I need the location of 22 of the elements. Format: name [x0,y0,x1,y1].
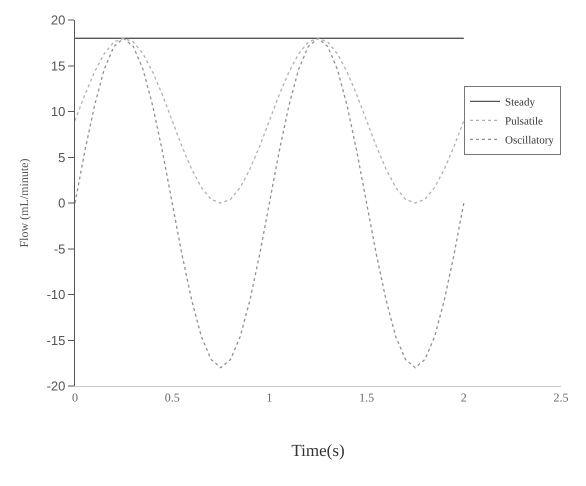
legend-label: Steady [505,96,536,109]
x-tick-label: 1 [266,390,272,404]
x-tick-label: 2.5 [554,390,568,404]
y-tick-label: -15 [46,332,66,348]
legend-label: Pulsatile [505,116,544,128]
y-tick-label: -5 [54,241,66,256]
y-axis-title: Flow (mL/minute) [16,158,31,248]
y-tick-label: -20 [46,378,66,394]
y-tick-label: 15 [50,58,66,74]
x-tick-label: 0.5 [164,390,180,404]
y-tick-label: 0 [58,196,66,211]
x-axis-title: Time(s) [291,440,345,460]
x-tick-label: 1.5 [359,390,374,404]
line-series [75,38,464,368]
y-tick-label: 5 [58,150,66,165]
y-tick-label: 10 [50,104,66,120]
x-tick-label: 0 [72,390,78,404]
legend-label: Oscillatory [505,134,554,147]
y-tick-label: -10 [46,287,66,302]
x-tick-label: 2 [460,390,467,404]
line-series [75,38,464,204]
y-tick-label: 20 [50,12,66,28]
